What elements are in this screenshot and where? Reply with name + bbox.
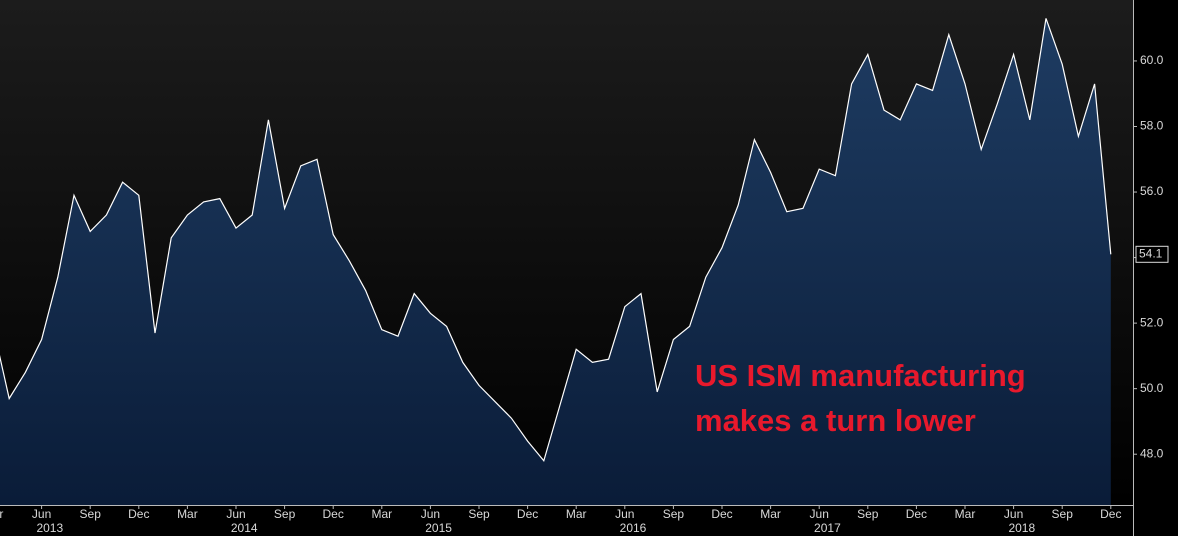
x-tick-label: Dec	[906, 507, 927, 521]
x-tick-label: Mar	[177, 507, 198, 521]
x-tick-label: Dec	[711, 507, 732, 521]
annotation: US ISM manufacturing	[695, 358, 1026, 393]
x-tick-label: Jun	[32, 507, 51, 521]
line	[0, 18, 1112, 463]
x-tick-label: Sep	[663, 507, 685, 521]
y-tick-label: 60.0	[1140, 53, 1164, 67]
x-tick-label: Jun	[615, 507, 634, 521]
y-tick-label: 56.0	[1140, 184, 1164, 198]
x-axis-band	[0, 505, 1133, 536]
x-tick-label: Dec	[517, 507, 538, 521]
x-tick-label: Jun	[810, 507, 829, 521]
x-tick-label: Jun	[1004, 507, 1023, 521]
x-tick-label: Mar	[0, 507, 3, 521]
y-tick-label: 52.0	[1140, 315, 1164, 329]
x-year-label: 2013	[36, 521, 63, 535]
x-year-label: 2018	[1008, 521, 1035, 535]
y-tick-label: 50.0	[1140, 381, 1164, 395]
x-tick-label: Jun	[421, 507, 440, 521]
y-tick-label: 58.0	[1140, 119, 1164, 133]
x-year-label: 2016	[620, 521, 647, 535]
x-tick-label: Mar	[955, 507, 976, 521]
x-year-label: 2014	[231, 521, 258, 535]
y-axis-band	[1133, 0, 1178, 536]
x-tick-label: Sep	[857, 507, 879, 521]
x-tick-label: Sep	[80, 507, 102, 521]
area	[0, 18, 1111, 505]
x-tick-label: Jun	[226, 507, 245, 521]
x-tick-label: Dec	[323, 507, 344, 521]
x-tick-label: Dec	[128, 507, 149, 521]
last-value-box	[1135, 245, 1169, 263]
x-tick-label: Sep	[274, 507, 296, 521]
y-tick-label: 48.0	[1140, 446, 1164, 460]
x-tick-label: Sep	[1052, 507, 1074, 521]
x-tick-label: Mar	[566, 507, 587, 521]
x-year-label: 2017	[814, 521, 841, 535]
annotation: makes a turn lower	[695, 403, 976, 438]
x-tick-label: Dec	[1100, 507, 1121, 521]
x-year-label: 2015	[425, 521, 452, 535]
last-value-label: 54.1	[1139, 246, 1163, 260]
x-tick-label: Mar	[371, 507, 392, 521]
x-tick-label: Mar	[760, 507, 781, 521]
x-tick-label: Sep	[468, 507, 490, 521]
